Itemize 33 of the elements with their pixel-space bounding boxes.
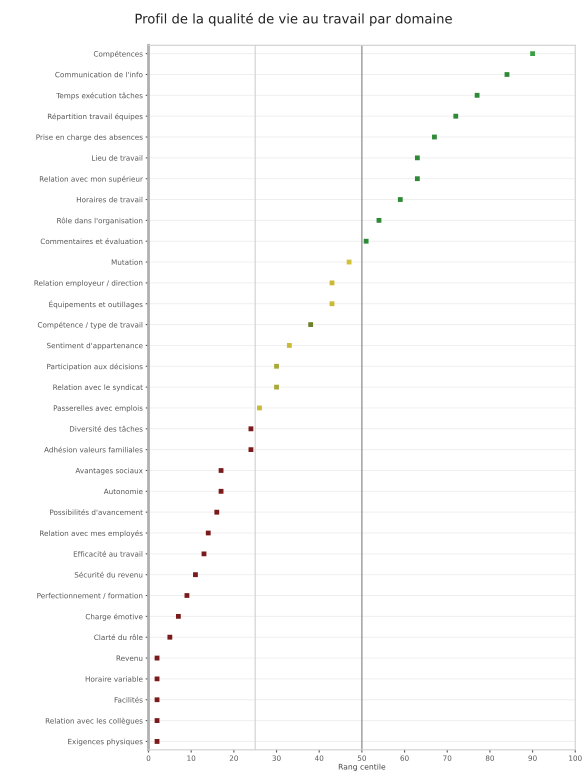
point: [330, 301, 334, 306]
point: [274, 364, 279, 369]
point: [154, 739, 160, 744]
point: [167, 634, 172, 640]
point: [274, 384, 279, 390]
point: [154, 718, 160, 723]
point: [398, 197, 403, 202]
chart-title: Profil de la qualité de vie au travail par domaine: [136, 12, 452, 26]
point: [364, 238, 369, 244]
point: [202, 551, 206, 556]
point: [218, 468, 224, 473]
point: [206, 530, 211, 536]
point: [286, 343, 292, 348]
point: [193, 572, 198, 578]
point: [474, 92, 480, 98]
point: [184, 593, 190, 598]
point: [346, 260, 352, 264]
point: [504, 72, 510, 77]
point: [530, 51, 535, 56]
point: [432, 134, 437, 140]
point: [414, 176, 420, 182]
point: [248, 447, 254, 452]
point: [176, 614, 181, 619]
point: [308, 322, 314, 327]
point: [257, 406, 262, 410]
point: [154, 697, 160, 702]
point: [154, 676, 160, 682]
point: [330, 280, 334, 286]
point: [376, 218, 382, 223]
point: [414, 155, 420, 160]
point: [154, 656, 160, 660]
point: [218, 488, 224, 494]
point: [248, 426, 254, 432]
